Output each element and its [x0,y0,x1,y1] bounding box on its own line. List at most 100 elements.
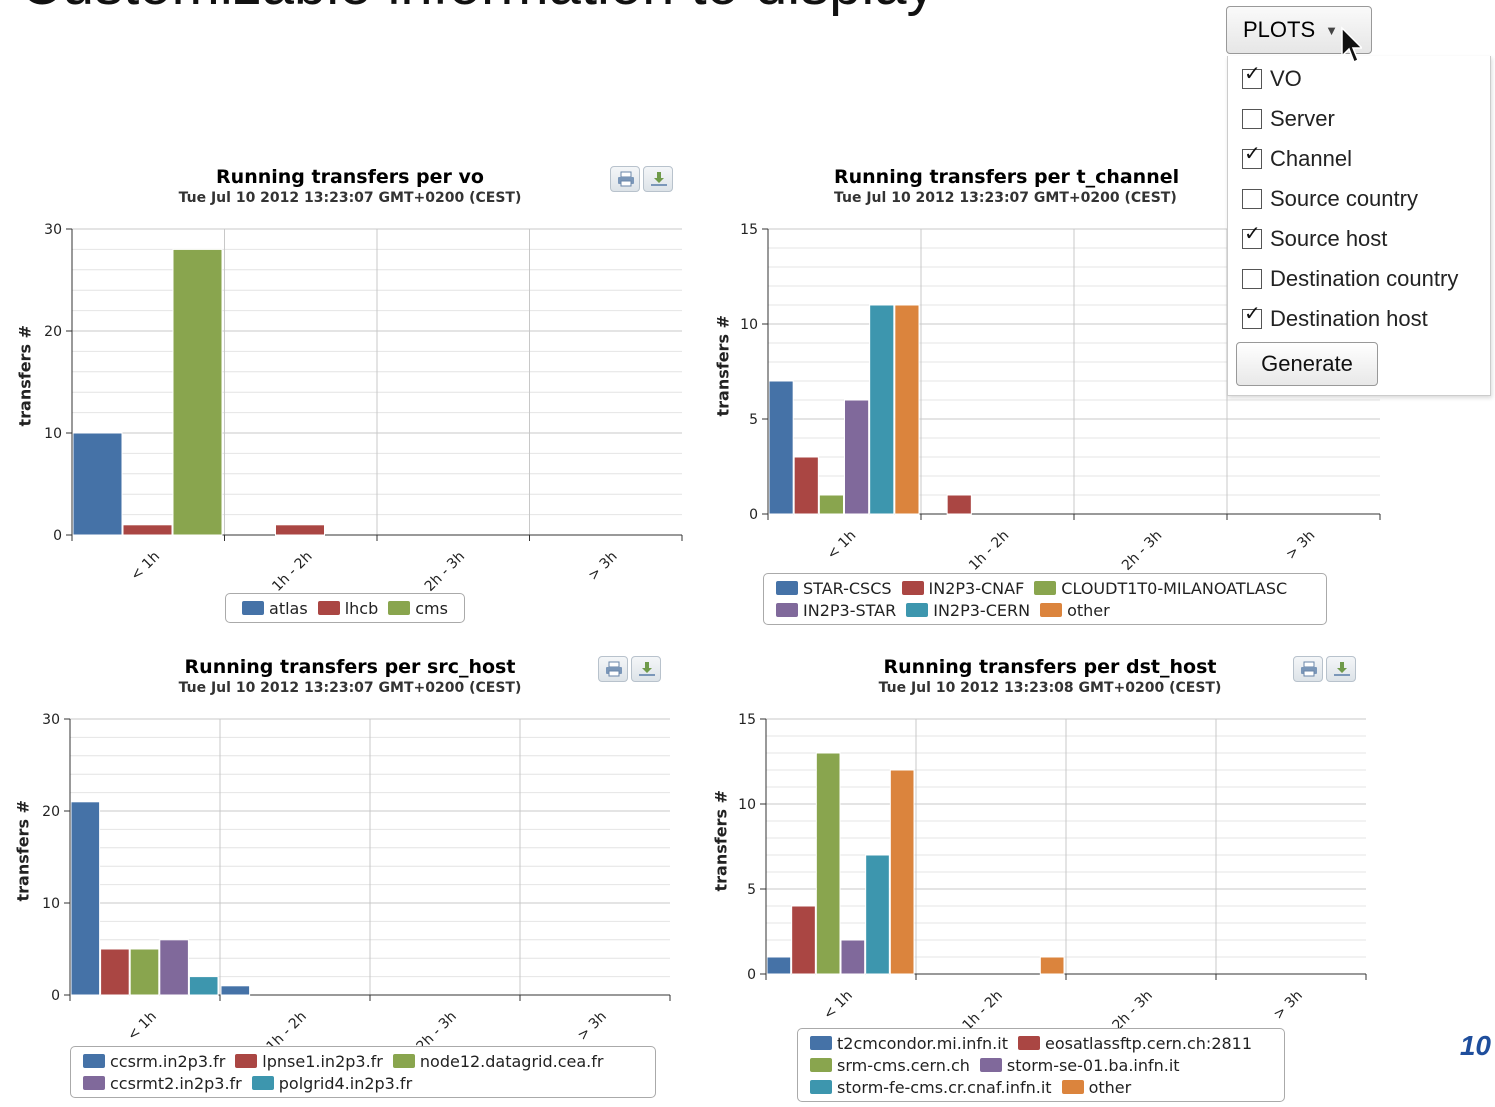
legend-item[interactable]: srm-cms.cern.ch [810,1056,970,1075]
bar[interactable] [768,380,794,515]
legend-label: IN2P3-CERN [933,600,1031,620]
print-button[interactable] [610,166,640,192]
bar[interactable] [865,854,890,975]
chart-title: Running transfers per vo [216,166,484,188]
generate-button[interactable]: Generate [1236,342,1378,386]
y-tick-label: 0 [747,967,756,983]
plot-option-channel[interactable]: ✓ Channel [1242,144,1352,172]
y-tick-label: 5 [747,882,756,898]
bar[interactable] [889,769,915,975]
page-number: 10 [1459,1030,1491,1061]
legend-swatch [901,581,924,595]
download-icon [1334,662,1350,676]
chevron-down-icon: ▼ [1325,22,1339,38]
bar[interactable] [1039,956,1065,975]
legend-item[interactable]: polgrid4.in2p3.fr [251,1074,412,1093]
plot-option-source-country[interactable]: Source country [1242,186,1418,212]
legend-item[interactable]: CLOUDT1T0-MILANOATLASC [1034,579,1287,598]
bar[interactable] [159,939,189,996]
legend-item[interactable]: node12.datagrid.cea.fr [392,1052,603,1071]
legend-item[interactable]: other [1061,1077,1132,1097]
bar[interactable] [791,905,816,975]
export-button[interactable] [631,656,661,682]
chart-title: Running transfers per t_channel [834,166,1180,188]
plot-option-checkbox[interactable]: ✓ [1242,64,1262,89]
export-button[interactable] [1326,656,1356,682]
plot-option-source-host[interactable]: ✓ Source host [1242,224,1387,252]
plot-option-checkbox[interactable]: ✓ [1242,144,1262,169]
legend-item[interactable]: t2cmcondor.mi.infn.it [810,1034,1008,1053]
bar[interactable] [172,248,223,536]
chart-panel-vo: Running transfers per vo Tue Jul 10 2012 … [0,160,700,640]
bar[interactable] [766,956,792,975]
legend-item[interactable]: cms [388,599,448,618]
bar[interactable] [815,752,841,975]
y-tick-label: 10 [44,426,62,442]
legend-item[interactable]: IN2P3-CERN [906,601,1030,620]
legend-item[interactable]: lpnse1.in2p3.fr [235,1052,383,1071]
export-button[interactable] [643,166,673,192]
legend-item[interactable]: other [1040,601,1110,620]
legend-swatch [392,1054,415,1068]
print-button[interactable] [598,656,628,682]
legend-label: IN2P3-STAR [803,600,897,620]
legend-item[interactable]: lhcb [317,599,378,618]
bar[interactable] [129,948,160,996]
legend-item[interactable]: storm-se-01.ba.infn.it [979,1055,1180,1075]
legend-item[interactable]: STAR-CSCS [776,579,892,598]
legend-item[interactable]: IN2P3-CNAF [901,578,1025,598]
plot-option-checkbox[interactable]: ✓ [1242,304,1262,329]
legend-label: storm-fe-cms.cr.cnaf.infn.it [837,1077,1052,1097]
bar[interactable] [70,801,101,996]
x-tick-label: 2h - 3h [422,549,468,595]
plot-option-checkbox[interactable] [1242,189,1262,209]
plot-option-vo[interactable]: ✓ VO [1242,64,1302,92]
bar[interactable] [188,976,219,996]
legend-swatch [83,1076,105,1090]
legend-label: IN2P3-CNAF [928,578,1025,598]
legend-swatch [776,581,798,595]
bar-chart: 0 10 20 30 < 1h 1h - 2h 2h - 3h > 3h [44,222,683,595]
bar[interactable] [869,304,895,515]
bar[interactable] [100,948,130,996]
plot-option-server[interactable]: Server [1242,106,1335,132]
legend-label: other [1088,1077,1132,1097]
chart-legend: ccsrm.in2p3.fr lpnse1.in2p3.fr node12.data… [70,1046,656,1098]
checkmark-icon: ✓ [1244,303,1261,325]
bar[interactable] [220,985,251,996]
legend-item[interactable]: IN2P3-STAR [776,601,896,620]
legend-item[interactable]: ccsrm.in2p3.fr [83,1052,225,1071]
legend-item[interactable]: atlas [242,599,308,618]
legend-label: storm-se-01.ba.infn.it [1006,1055,1180,1075]
bar[interactable] [844,399,870,515]
bar[interactable] [818,494,845,515]
plot-option-destination-country[interactable]: Destination country [1242,266,1458,292]
bar[interactable] [122,524,173,536]
plot-option-checkbox[interactable]: ✓ [1242,224,1262,249]
bar[interactable] [946,494,972,515]
legend-item[interactable]: eosatlassftp.cern.ch:2811 [1017,1034,1252,1053]
y-tick-label: 20 [42,804,60,820]
bar[interactable] [894,304,920,515]
bar[interactable] [793,456,819,515]
x-tick-label: < 1h [128,549,163,584]
legend-swatch [810,1036,832,1050]
legend-item[interactable]: storm-fe-cms.cr.cnaf.infn.it [810,1078,1052,1097]
x-tick-label: 2h - 3h [1110,988,1156,1034]
bar[interactable] [72,432,123,536]
y-tick-label: 15 [738,712,756,728]
plots-dropdown-button[interactable]: PLOTS ▼ [1226,6,1372,54]
plot-option-label: Server [1270,106,1335,131]
legend-swatch [1061,1080,1084,1094]
bar[interactable] [275,524,325,536]
plot-option-checkbox[interactable] [1242,269,1262,289]
bar[interactable] [840,939,866,975]
chart-title: Running transfers per src_host [184,656,516,678]
legend-label: ccsrm.in2p3.fr [110,1051,226,1071]
legend-swatch [979,1058,1002,1072]
plot-option-checkbox[interactable] [1242,109,1262,129]
legend-label: t2cmcondor.mi.infn.it [837,1033,1008,1053]
legend-item[interactable]: ccsrmt2.in2p3.fr [83,1074,242,1093]
print-button[interactable] [1293,656,1323,682]
plot-option-destination-host[interactable]: ✓ Destination host [1242,304,1428,332]
